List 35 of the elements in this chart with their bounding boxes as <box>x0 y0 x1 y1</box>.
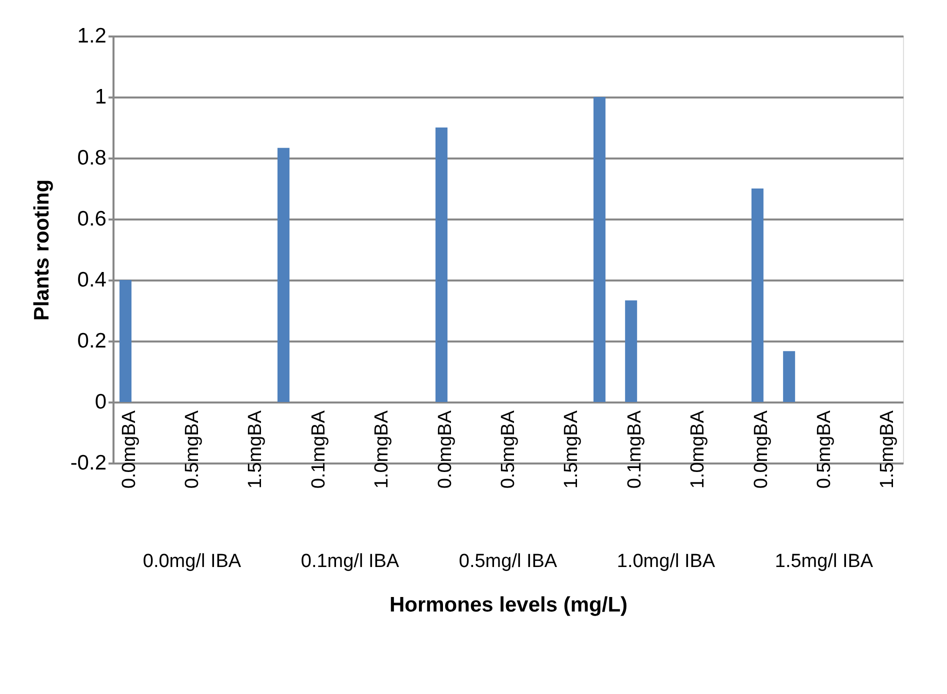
x-axis-title: Hormones levels (mg/L) <box>389 594 628 616</box>
y-tick-label: 1 <box>94 86 106 108</box>
x-tick-label: 1.0mgBA <box>688 410 709 489</box>
x-tick-label: 1.5mgBA <box>877 410 898 489</box>
y-tick-label: 0.8 <box>77 146 106 170</box>
x-tick-label: 0.0mgBA <box>434 410 456 489</box>
bar <box>593 97 606 402</box>
bar <box>277 148 290 402</box>
x-tick-label: 0.5mgBA <box>182 410 203 489</box>
x-tick-label: 0.5mgBA <box>498 410 519 489</box>
bar <box>625 300 638 402</box>
text: 0.5mg/l IBA <box>458 551 558 572</box>
x-tick-label: 0.1mgBA <box>308 410 330 489</box>
x-tick-label: 0.1mgBA <box>624 410 646 489</box>
text: 0.1mg/l IBA <box>300 551 400 572</box>
bar <box>435 128 448 402</box>
y-tick-label: 1.2 <box>77 24 106 48</box>
text: 1.5mg/l IBA <box>774 551 874 572</box>
text: 1.0mg/l IBA <box>616 551 716 572</box>
y-tick-label: -0.2 <box>70 452 106 474</box>
bar <box>783 351 796 402</box>
x-tick-label: 0.5mgBA <box>814 410 835 489</box>
x-tick-label: 1.0mgBA <box>372 410 393 489</box>
text: 0.0mg/l IBA <box>142 551 242 572</box>
x-tick-label: 1.5mgBA <box>561 410 582 489</box>
bar <box>751 188 764 402</box>
y-tick-label: 0.4 <box>77 268 107 292</box>
x-tick-label: 0.0mgBA <box>750 410 772 489</box>
bar <box>119 280 132 402</box>
y-tick-label: 0.6 <box>77 208 106 230</box>
y-tick-label: 0.2 <box>77 330 106 352</box>
y-axis-title: Plants rooting <box>30 179 54 321</box>
x-tick-label: 1.5mgBA <box>245 410 266 489</box>
x-tick-label: 0.0mgBA <box>118 410 140 489</box>
y-tick-label: 0 <box>94 390 106 414</box>
